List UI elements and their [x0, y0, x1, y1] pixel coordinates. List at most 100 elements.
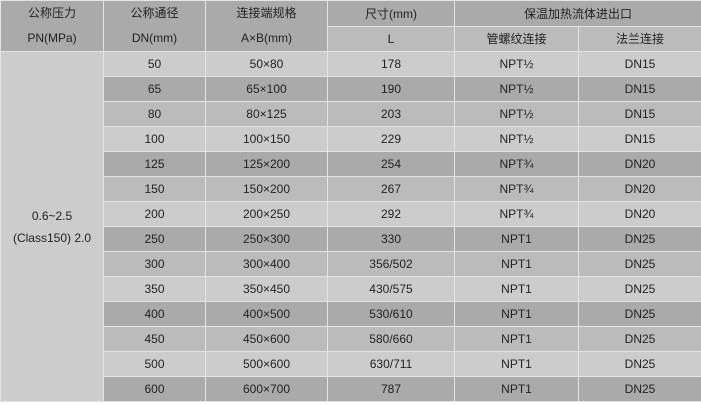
header-size: 尺寸(mm)	[327, 0, 455, 27]
cell-thread: NPT1	[454, 226, 579, 252]
cell-flange: DN15	[577, 76, 701, 102]
table-row: 125 125×200 254 NPT¾ DN20	[1, 151, 701, 177]
cell-thread: NPT¾	[454, 151, 579, 177]
cell-ab: 400×500	[205, 301, 328, 327]
cell-ab: 65×100	[205, 76, 328, 102]
cell-l: 356/502	[327, 251, 455, 277]
cell-thread: NPT1	[454, 276, 579, 302]
cell-ab: 600×700	[205, 376, 328, 402]
cell-thread: NPT½	[454, 101, 579, 127]
cell-ab: 500×600	[205, 351, 328, 377]
cell-dn: 65	[103, 76, 206, 102]
cell-flange: DN25	[577, 251, 701, 277]
cell-dn: 600	[103, 376, 206, 402]
cell-l: 267	[327, 176, 455, 202]
header-row-1: 公称压力 PN(MPa) 公称通径 DN(mm) 连接端规格 A×B(mm) 尺寸(m…	[0, 0, 701, 52]
cell-ab: 350×450	[205, 276, 328, 302]
cell-ab: 125×200	[205, 151, 328, 177]
cell-ab: 450×600	[205, 326, 328, 352]
cell-l: 190	[327, 76, 455, 102]
table-row: 350 350×450 430/575 NPT1 DN25	[1, 276, 701, 302]
cell-thread: NPT¾	[454, 176, 579, 202]
cell-l: 787	[327, 376, 455, 402]
cell-flange: DN15	[577, 51, 701, 77]
table-row: 300 300×400 356/502 NPT1 DN25	[1, 251, 701, 277]
cell-dn: 80	[103, 101, 206, 127]
table-row: 150 150×200 267 NPT¾ DN20	[1, 176, 701, 202]
table-row: 0.6~2.5 (Class150) 2.0 50 50×80 178 NPT½ DN15	[0, 51, 701, 402]
cell-dn: 400	[103, 301, 206, 327]
cell-thread: NPT1	[454, 301, 579, 327]
cell-flange: DN15	[577, 126, 701, 152]
cell-l: 292	[327, 201, 455, 227]
cell-thread: NPT1	[454, 326, 579, 352]
pressure-class: (Class150) 2.0	[12, 230, 92, 245]
table-row: 200 200×250 292 NPT¾ DN20	[1, 201, 701, 227]
pressure-range: 0.6~2.5	[31, 208, 73, 223]
header-pressure-unit: PN(MPa)	[27, 31, 77, 45]
cell-dn: 250	[103, 226, 206, 252]
table-row: 450 450×600 580/660 NPT1 DN25	[1, 326, 701, 352]
cell-flange: DN25	[577, 276, 701, 302]
cell-l: 430/575	[327, 276, 455, 302]
header-connection: 连接端规格 A×B(mm)	[205, 0, 328, 52]
cell-l: 178	[327, 51, 455, 77]
cell-ab: 300×400	[205, 251, 328, 277]
cell-dn: 200	[103, 201, 206, 227]
cell-flange: DN25	[577, 376, 701, 402]
cell-thread: NPT¾	[454, 201, 579, 227]
cell-dn: 100	[103, 126, 206, 152]
cell-thread: NPT1	[454, 351, 579, 377]
header-connection-unit: A×B(mm)	[241, 31, 292, 45]
cell-ab: 250×300	[205, 226, 328, 252]
cell-ab: 80×125	[205, 101, 328, 127]
header-size-l: L	[327, 25, 455, 52]
cell-dn: 50	[103, 51, 206, 77]
cell-l: 254	[327, 151, 455, 177]
table-row: 80 80×125 203 NPT½ DN15	[1, 101, 701, 127]
header-thread: 管螺纹连接	[454, 25, 579, 52]
header-diameter: 公称通径 DN(mm)	[103, 0, 206, 52]
cell-thread: NPT1	[454, 251, 579, 277]
cell-l: 580/660	[327, 326, 455, 352]
cell-thread: NPT½	[454, 126, 579, 152]
header-connection-label: 连接端规格	[236, 6, 297, 20]
cell-thread: NPT½	[454, 51, 579, 77]
header-diameter-unit: DN(mm)	[131, 31, 178, 45]
table-row: 500 500×600 630/711 NPT1 DN25	[1, 351, 701, 377]
cell-flange: DN15	[577, 101, 701, 127]
cell-thread: NPT½	[454, 76, 579, 102]
table-row: 65 65×100 190 NPT½ DN15	[1, 76, 701, 102]
cell-dn: 300	[103, 251, 206, 277]
header-flange: 法兰连接	[577, 25, 701, 52]
cell-dn: 350	[103, 276, 206, 302]
cell-ab: 150×200	[205, 176, 328, 202]
header-diameter-label: 公称通径	[130, 6, 179, 20]
cell-dn: 500	[103, 351, 206, 377]
header-row-2: L 管螺纹连接 法兰连接	[1, 25, 701, 52]
cell-l: 203	[327, 101, 455, 127]
cell-dn: 125	[103, 151, 206, 177]
table-row: 600 600×700 787 NPT1 DN25	[1, 376, 701, 402]
header-pressure-label: 公称压力	[27, 6, 76, 20]
pressure-cell: 0.6~2.5 (Class150) 2.0	[0, 51, 104, 402]
cell-flange: DN25	[577, 226, 701, 252]
cell-flange: DN20	[577, 201, 701, 227]
cell-thread: NPT1	[454, 376, 579, 402]
cell-dn: 150	[103, 176, 206, 202]
cell-dn: 450	[103, 326, 206, 352]
cell-l: 330	[327, 226, 455, 252]
cell-flange: DN25	[577, 326, 701, 352]
cell-flange: DN20	[577, 151, 701, 177]
table-row: 250 250×300 330 NPT1 DN25	[1, 226, 701, 252]
cell-flange: DN20	[577, 176, 701, 202]
cell-ab: 50×80	[205, 51, 328, 77]
cell-l: 630/711	[327, 351, 455, 377]
cell-l: 530/610	[327, 301, 455, 327]
cell-flange: DN25	[577, 351, 701, 377]
cell-ab: 100×150	[205, 126, 328, 152]
cell-l: 229	[327, 126, 455, 152]
header-inlet-outlet: 保温加热流体进出口	[453, 0, 701, 27]
table-row: 100 100×150 229 NPT½ DN15	[1, 126, 701, 152]
